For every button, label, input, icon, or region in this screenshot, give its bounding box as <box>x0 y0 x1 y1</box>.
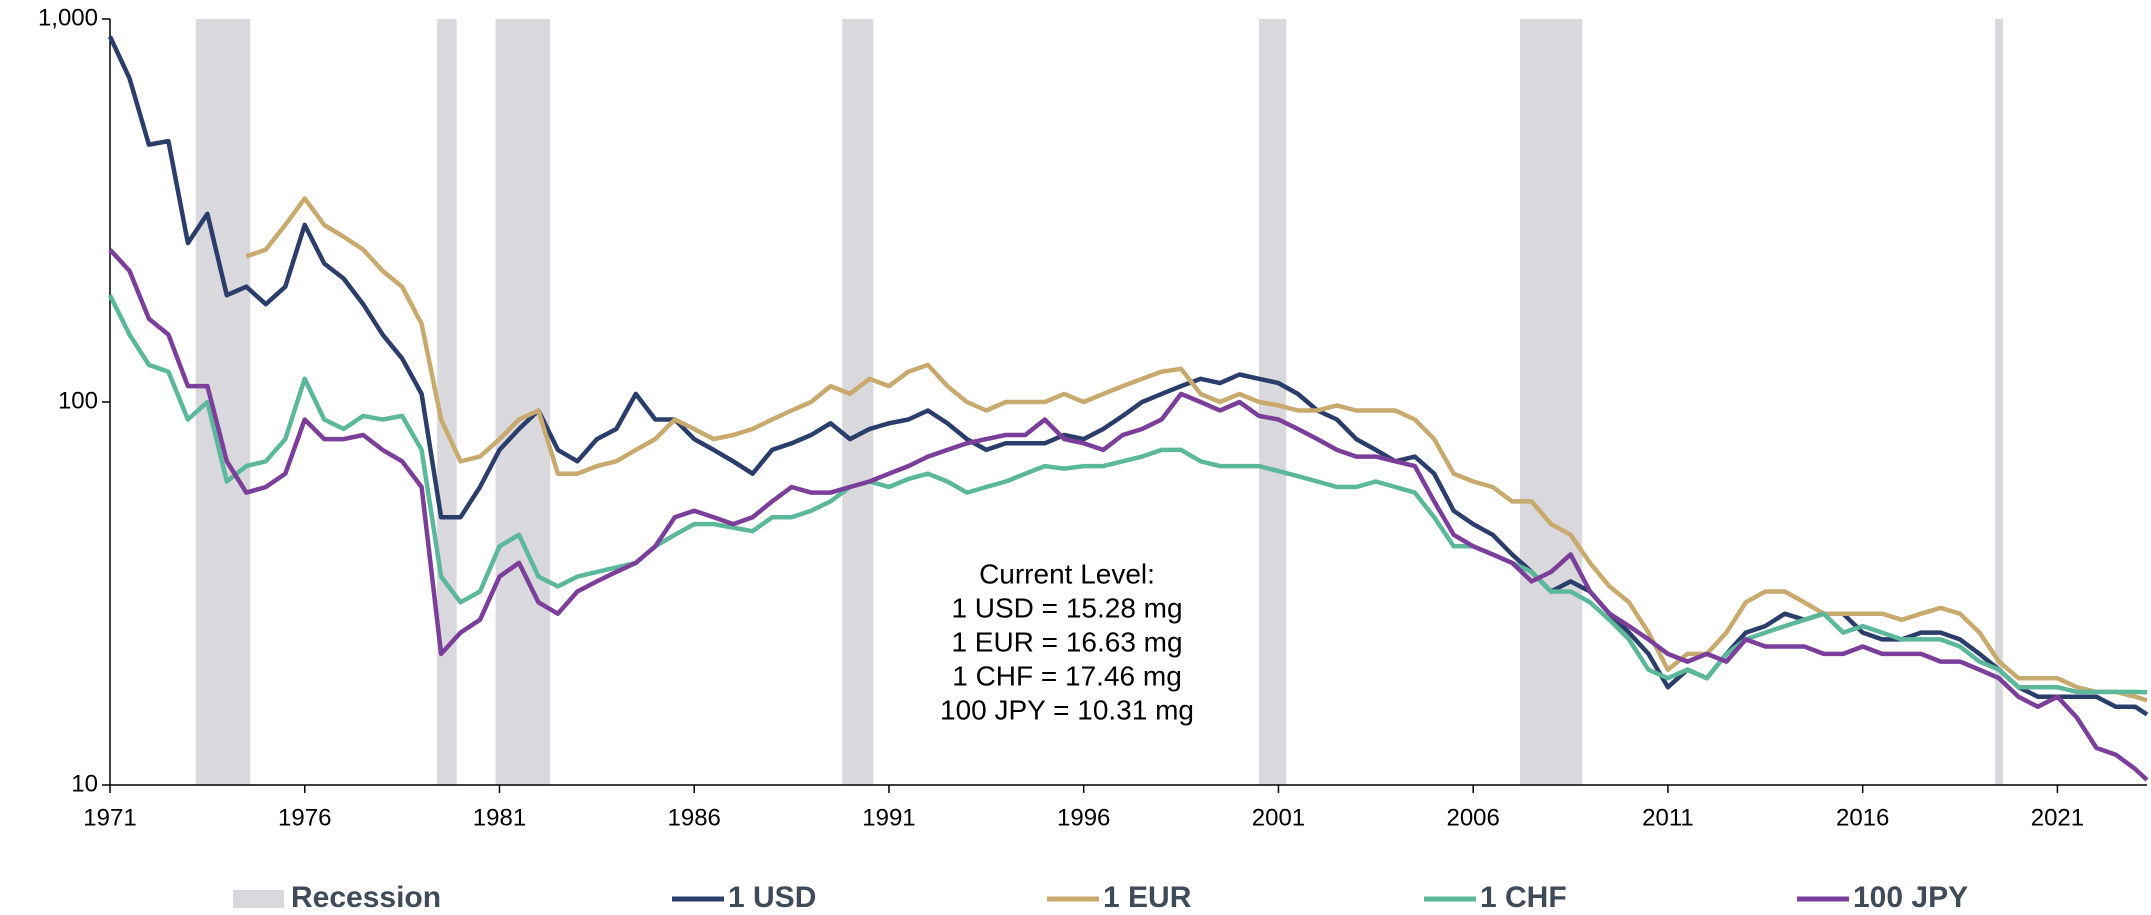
series-line <box>108 248 2149 782</box>
y-tick-label: 10 <box>71 770 98 797</box>
recession-band <box>437 19 457 785</box>
legend-label: 1 CHF <box>1480 881 1567 914</box>
y-tick-label: 100 <box>58 387 98 414</box>
x-tick-label: 1996 <box>1057 804 1110 831</box>
legend-label: 1 EUR <box>1103 881 1192 914</box>
annotation-line: 1 USD = 15.28 mg <box>951 592 1182 623</box>
legend-label: Recession <box>291 881 441 914</box>
series-line <box>245 196 2148 703</box>
x-tick-label: 2016 <box>1836 804 1889 831</box>
x-tick-label: 1981 <box>473 804 526 831</box>
recession-band <box>1519 19 1583 785</box>
x-tick-label: 1991 <box>862 804 915 831</box>
x-tick-label: 2001 <box>1252 804 1305 831</box>
annotation-line: 100 JPY = 10.31 mg <box>940 694 1194 725</box>
annotation-line: Current Level: <box>979 558 1155 589</box>
x-tick-label: 1986 <box>668 804 721 831</box>
recession-band <box>495 19 551 785</box>
legend-label: 1 USD <box>728 881 816 914</box>
legend-swatch <box>233 890 284 908</box>
x-tick-label: 2021 <box>2031 804 2084 831</box>
x-tick-label: 1971 <box>83 804 136 831</box>
x-tick-label: 2011 <box>1642 804 1694 831</box>
annotation-line: 1 EUR = 16.63 mg <box>951 626 1182 657</box>
annotation-line: 1 CHF = 17.46 mg <box>952 660 1182 691</box>
x-tick-label: 1976 <box>278 804 331 831</box>
recession-band <box>195 19 251 785</box>
series-line <box>107 294 2148 695</box>
recession-band <box>842 19 874 785</box>
y-tick-label: 1,000 <box>38 4 98 31</box>
legend-label: 100 JPY <box>1853 881 1968 914</box>
x-tick-label: 2006 <box>1446 804 1499 831</box>
recession-band <box>1995 19 2003 785</box>
